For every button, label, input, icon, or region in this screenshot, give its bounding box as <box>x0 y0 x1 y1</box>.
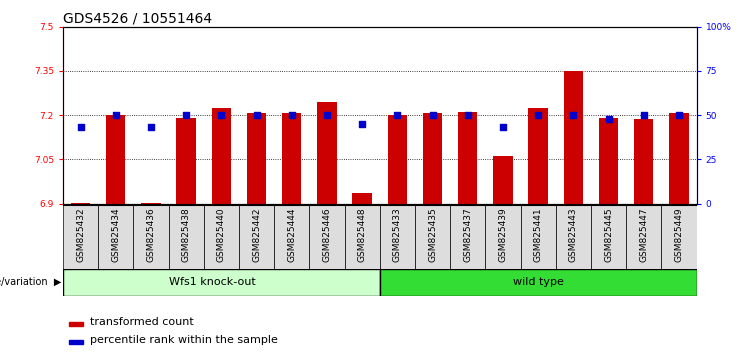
Text: GSM825438: GSM825438 <box>182 207 190 262</box>
Text: GSM825433: GSM825433 <box>393 207 402 262</box>
Point <box>427 112 439 118</box>
Bar <box>239 205 274 281</box>
Text: GSM825443: GSM825443 <box>569 207 578 262</box>
Bar <box>176 118 196 204</box>
Bar <box>379 205 415 281</box>
Point <box>145 125 157 130</box>
Bar <box>458 112 477 204</box>
Point <box>180 112 192 118</box>
Bar <box>106 115 125 204</box>
Text: GSM825442: GSM825442 <box>252 207 261 262</box>
Bar <box>345 205 379 281</box>
Text: GSM825444: GSM825444 <box>288 207 296 262</box>
Text: transformed count: transformed count <box>90 317 193 327</box>
Bar <box>564 71 583 204</box>
Bar <box>70 322 83 326</box>
Bar <box>247 113 266 204</box>
Text: percentile rank within the sample: percentile rank within the sample <box>90 335 277 345</box>
Bar <box>379 269 697 296</box>
Text: wild type: wild type <box>513 277 564 287</box>
Bar <box>204 205 239 281</box>
Bar <box>450 205 485 281</box>
Text: GSM825449: GSM825449 <box>674 207 683 262</box>
Point <box>286 112 298 118</box>
Text: GSM825441: GSM825441 <box>534 207 542 262</box>
Text: GSM825436: GSM825436 <box>147 207 156 262</box>
Bar <box>528 108 548 204</box>
Bar <box>282 113 302 204</box>
Point <box>250 112 262 118</box>
Bar <box>494 156 513 204</box>
Point <box>638 112 650 118</box>
Bar <box>212 108 231 204</box>
Bar <box>634 120 654 204</box>
Point <box>532 112 544 118</box>
Bar <box>63 269 379 296</box>
Point <box>321 112 333 118</box>
Text: GSM825440: GSM825440 <box>217 207 226 262</box>
Text: GSM825437: GSM825437 <box>463 207 472 262</box>
Bar <box>556 205 591 281</box>
Bar <box>142 203 161 204</box>
Point <box>75 125 87 130</box>
Text: GSM825434: GSM825434 <box>111 207 120 262</box>
Text: GSM825435: GSM825435 <box>428 207 437 262</box>
Bar <box>661 205 697 281</box>
Point <box>497 125 509 130</box>
Bar <box>70 340 83 344</box>
Text: GSM825448: GSM825448 <box>358 207 367 262</box>
Text: GSM825445: GSM825445 <box>604 207 613 262</box>
Text: GDS4526 / 10551464: GDS4526 / 10551464 <box>63 11 212 25</box>
Text: GSM825446: GSM825446 <box>322 207 331 262</box>
Bar <box>591 205 626 281</box>
Bar <box>317 102 336 204</box>
Point <box>110 112 122 118</box>
Point <box>216 112 227 118</box>
Bar <box>98 205 133 281</box>
Text: GSM825447: GSM825447 <box>639 207 648 262</box>
Point <box>391 112 403 118</box>
Bar <box>415 205 450 281</box>
Bar <box>71 203 90 204</box>
Bar <box>353 193 372 204</box>
Text: genotype/variation  ▶: genotype/variation ▶ <box>0 277 61 287</box>
Text: Wfs1 knock-out: Wfs1 knock-out <box>169 277 256 287</box>
Bar <box>388 115 407 204</box>
Bar <box>133 205 168 281</box>
Bar <box>423 113 442 204</box>
Point <box>356 121 368 127</box>
Point <box>462 112 473 118</box>
Bar <box>520 205 556 281</box>
Bar <box>599 118 618 204</box>
Bar <box>168 205 204 281</box>
Point <box>673 112 685 118</box>
Bar <box>626 205 661 281</box>
Text: GSM825432: GSM825432 <box>76 207 85 262</box>
Point <box>602 116 614 121</box>
Bar <box>485 205 520 281</box>
Bar <box>310 205 345 281</box>
Bar <box>63 205 98 281</box>
Point <box>568 112 579 118</box>
Bar <box>274 205 309 281</box>
Bar <box>669 113 688 204</box>
Text: GSM825439: GSM825439 <box>499 207 508 262</box>
